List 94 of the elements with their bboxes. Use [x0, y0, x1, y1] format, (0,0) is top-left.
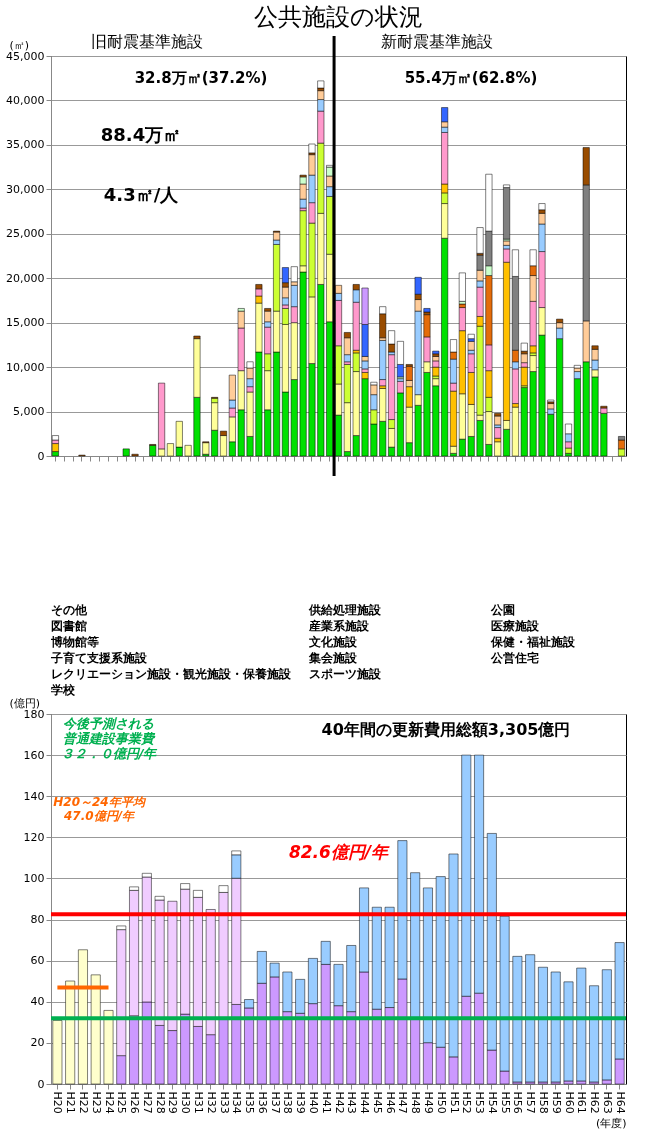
x-tick-label: H23	[89, 1091, 103, 1114]
x-tick-label: H46	[383, 1091, 397, 1114]
y-tick-label: 20	[30, 1036, 45, 1050]
x-tick-label: H36	[255, 1091, 269, 1114]
y-tick-label: 10,000	[6, 360, 45, 374]
x-tick-label: H54	[485, 1091, 499, 1114]
annotation: 4.3㎡/人	[103, 184, 180, 205]
text: 集会施設	[308, 651, 358, 665]
x-tick-label: H24	[102, 1091, 116, 1114]
text: 子育て支援系施設	[50, 651, 148, 665]
annotation: H20～24年平均47.0億円/年	[53, 795, 147, 823]
x-tick-label: H52	[460, 1091, 474, 1114]
y-tick-label: 80	[30, 913, 45, 927]
y-tick-label: 40,000	[6, 93, 45, 107]
x-tick-label: H21	[64, 1091, 78, 1114]
x-tick-label: H34	[230, 1091, 244, 1114]
annotation: 40年間の更新費用総額3,305億円	[321, 720, 571, 739]
x-tick-label: H42	[332, 1091, 346, 1114]
x-tick-label: H58	[536, 1091, 550, 1114]
text: レクリエーション施設・観光施設・保養施設	[51, 667, 292, 681]
annotation: 88.4万㎡	[100, 124, 182, 145]
y-tick-label: 45,000	[6, 49, 45, 63]
y-tick-label: 120	[23, 830, 45, 844]
text: 医療施設	[491, 619, 540, 633]
x-tick-label: H20	[51, 1091, 65, 1114]
text: 新耐震基準施設	[381, 32, 493, 51]
y-tick-label: 15,000	[6, 316, 45, 330]
y-axis-title: (㎡)	[9, 38, 30, 52]
y-axis-title: (億円)	[9, 696, 41, 710]
x-tick-label: H56	[511, 1091, 525, 1114]
text: その他	[51, 603, 88, 617]
x-axis-title: (年度)	[595, 1116, 627, 1129]
x-tick-label: H51	[447, 1091, 461, 1114]
x-tick-label: H41	[319, 1091, 333, 1114]
text: 旧耐震基準施設	[91, 32, 203, 51]
x-tick-label: H44	[358, 1091, 372, 1114]
x-tick-label: H22	[76, 1091, 90, 1114]
y-tick-label: 25,000	[6, 227, 45, 241]
x-tick-label: H35	[243, 1091, 257, 1114]
y-tick-label: 5,000	[13, 405, 45, 419]
y-tick-label: 180	[23, 707, 45, 721]
text: 保健・福祉施設	[490, 635, 576, 649]
ref-line-label: 今後予測される普通建設事業費３２．０億円/年	[60, 716, 159, 762]
x-tick-label: H49	[421, 1091, 435, 1114]
x-tick-label: H53	[473, 1091, 487, 1114]
x-tick-label: H50	[434, 1091, 448, 1114]
y-tick-label: 40	[30, 995, 45, 1009]
x-tick-label: H30	[179, 1091, 193, 1114]
text: 学校	[51, 683, 76, 697]
x-tick-label: H60	[562, 1091, 576, 1114]
x-tick-label: H61	[575, 1091, 589, 1114]
text: 産業系施設	[308, 619, 370, 633]
x-tick-label: H32	[204, 1091, 218, 1114]
text: 博物館等	[50, 635, 99, 649]
x-tick-label: H37	[268, 1091, 282, 1114]
x-tick-label: H40	[306, 1091, 320, 1114]
y-tick-label: 0	[37, 449, 45, 463]
y-tick-label: 20,000	[6, 271, 45, 285]
x-tick-label: H27	[140, 1091, 154, 1114]
x-tick-label: H29	[166, 1091, 180, 1114]
y-tick-label: 35,000	[6, 138, 45, 152]
x-tick-label: H55	[498, 1091, 512, 1114]
x-tick-label: H25	[115, 1091, 129, 1114]
y-tick-label: 30,000	[6, 182, 45, 196]
x-tick-label: H26	[128, 1091, 142, 1114]
x-tick-label: H62	[588, 1091, 602, 1114]
y-tick-label: 0	[37, 1077, 45, 1091]
x-tick-label: H28	[153, 1091, 167, 1114]
x-tick-label: H38	[281, 1091, 295, 1114]
x-tick-label: H64	[613, 1091, 627, 1114]
x-tick-label: H57	[524, 1091, 538, 1114]
chart-title: 公共施設の状況	[254, 3, 423, 31]
text: 公営住宅	[490, 651, 539, 665]
annotation: 55.4万㎡(62.8%)	[404, 69, 538, 87]
y-tick-label: 160	[23, 748, 45, 762]
ref-line-label: 82.6億円/年	[288, 841, 391, 862]
x-tick-label: H59	[549, 1091, 563, 1114]
annotation: 32.8万㎡(37.2%)	[134, 69, 268, 87]
x-tick-label: H63	[600, 1091, 614, 1114]
x-tick-label: H47	[396, 1091, 410, 1114]
x-tick-label: H45	[370, 1091, 384, 1114]
y-tick-label: 60	[30, 954, 45, 968]
x-tick-label: H33	[217, 1091, 231, 1114]
y-tick-label: 100	[23, 871, 45, 885]
text: スポーツ施設	[309, 667, 382, 681]
text: 供給処理施設	[308, 603, 382, 617]
text: 図書館	[51, 619, 87, 633]
text: 公園	[490, 603, 515, 617]
x-tick-label: H48	[409, 1091, 423, 1114]
x-tick-label: H43	[345, 1091, 359, 1114]
text: 文化施設	[308, 635, 358, 649]
x-tick-label: H39	[294, 1091, 308, 1114]
y-tick-label: 140	[23, 789, 45, 803]
x-tick-label: H31	[191, 1091, 205, 1114]
